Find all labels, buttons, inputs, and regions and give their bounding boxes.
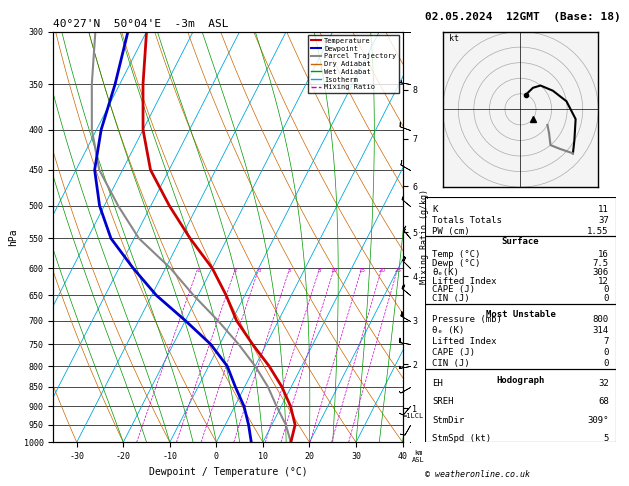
Text: 15: 15 <box>359 268 365 273</box>
Text: CAPE (J): CAPE (J) <box>432 348 476 357</box>
Text: © weatheronline.co.uk: © weatheronline.co.uk <box>425 469 530 479</box>
Text: 7.5: 7.5 <box>593 259 609 268</box>
Text: StmDir: StmDir <box>432 416 464 425</box>
Text: 37: 37 <box>598 216 609 225</box>
Text: 25: 25 <box>394 268 401 273</box>
Text: Pressure (mb): Pressure (mb) <box>432 315 502 324</box>
Text: StmSpd (kt): StmSpd (kt) <box>432 434 491 443</box>
Text: 0: 0 <box>603 294 609 303</box>
Text: 306: 306 <box>593 268 609 277</box>
Text: 0: 0 <box>603 359 609 368</box>
Text: Surface: Surface <box>502 237 539 246</box>
Text: 32: 32 <box>598 379 609 388</box>
X-axis label: Dewpoint / Temperature (°C): Dewpoint / Temperature (°C) <box>148 467 308 477</box>
Text: Most Unstable: Most Unstable <box>486 310 555 318</box>
Y-axis label: Mixing Ratio (g/kg): Mixing Ratio (g/kg) <box>420 190 429 284</box>
Text: Totals Totals: Totals Totals <box>432 216 502 225</box>
Text: θₑ(K): θₑ(K) <box>432 268 459 277</box>
Text: θₑ (K): θₑ (K) <box>432 326 464 335</box>
Text: 40°27'N  50°04'E  -3m  ASL: 40°27'N 50°04'E -3m ASL <box>53 19 229 30</box>
Text: 1.55: 1.55 <box>587 226 609 236</box>
Text: CIN (J): CIN (J) <box>432 359 470 368</box>
Y-axis label: hPa: hPa <box>8 228 18 246</box>
Text: 7: 7 <box>603 337 609 346</box>
Text: CIN (J): CIN (J) <box>432 294 470 303</box>
Text: Hodograph: Hodograph <box>496 376 545 385</box>
Text: 10: 10 <box>331 268 338 273</box>
Text: 68: 68 <box>598 397 609 406</box>
Text: PW (cm): PW (cm) <box>432 226 470 236</box>
Text: K: K <box>432 205 438 214</box>
Bar <box>425 369 616 442</box>
Text: 16: 16 <box>598 250 609 259</box>
Text: km
ASL: km ASL <box>412 451 425 464</box>
Legend: Temperature, Dewpoint, Parcel Trajectory, Dry Adiabat, Wet Adiabat, Isotherm, Mi: Temperature, Dewpoint, Parcel Trajectory… <box>308 35 399 93</box>
Text: kt: kt <box>449 34 459 43</box>
Text: 2: 2 <box>234 268 237 273</box>
Text: EH: EH <box>432 379 443 388</box>
Text: 5: 5 <box>288 268 291 273</box>
Text: 5: 5 <box>603 434 609 443</box>
Text: 0: 0 <box>603 348 609 357</box>
Text: 309°: 309° <box>587 416 609 425</box>
Bar <box>425 197 616 236</box>
Text: 11: 11 <box>598 205 609 214</box>
Bar <box>425 304 616 369</box>
Text: 8: 8 <box>318 268 321 273</box>
Text: 12: 12 <box>598 277 609 285</box>
Text: 314: 314 <box>593 326 609 335</box>
Text: SREH: SREH <box>432 397 454 406</box>
Text: 0: 0 <box>603 285 609 295</box>
Text: 1: 1 <box>196 268 199 273</box>
Text: =1LCL: =1LCL <box>403 413 424 418</box>
Text: 3: 3 <box>257 268 260 273</box>
Text: Temp (°C): Temp (°C) <box>432 250 481 259</box>
Text: Dewp (°C): Dewp (°C) <box>432 259 481 268</box>
Text: 02.05.2024  12GMT  (Base: 18): 02.05.2024 12GMT (Base: 18) <box>425 12 620 22</box>
Text: 800: 800 <box>593 315 609 324</box>
Text: 20: 20 <box>379 268 386 273</box>
Bar <box>425 236 616 304</box>
Text: Lifted Index: Lifted Index <box>432 337 497 346</box>
Text: Lifted Index: Lifted Index <box>432 277 497 285</box>
Text: CAPE (J): CAPE (J) <box>432 285 476 295</box>
